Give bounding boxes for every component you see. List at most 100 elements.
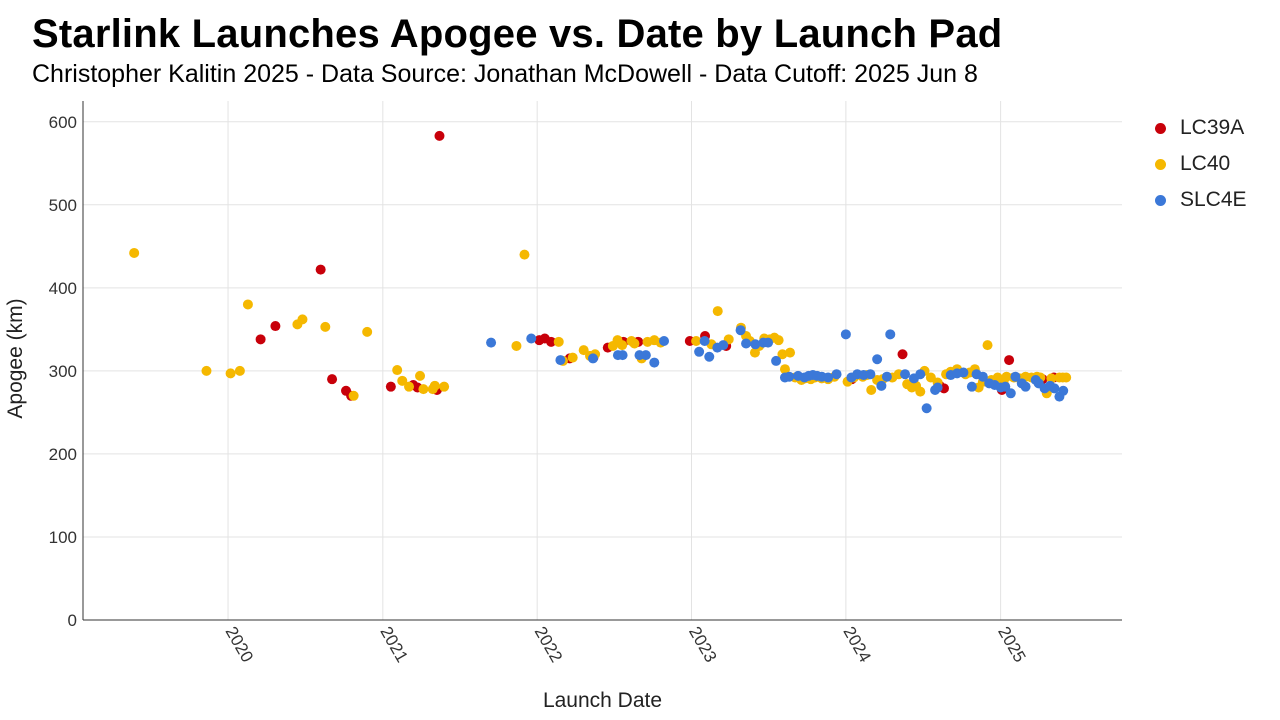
- x-tick-label: 2025: [994, 623, 1029, 665]
- data-point: [320, 321, 331, 332]
- data-point: [242, 299, 253, 310]
- data-point: [327, 374, 338, 385]
- data-point: [587, 353, 598, 364]
- data-point: [932, 382, 943, 393]
- data-point: [915, 386, 926, 397]
- y-tick-label: 400: [49, 279, 77, 298]
- data-point: [881, 371, 892, 382]
- data-point: [741, 338, 752, 349]
- chart-subtitle: Christopher Kalitin 2025 - Data Source: …: [32, 60, 978, 88]
- data-point: [977, 371, 988, 382]
- data-point: [718, 340, 729, 351]
- data-point: [872, 354, 883, 365]
- data-point: [129, 247, 140, 258]
- legend-item-lc40: LC40: [1155, 146, 1247, 182]
- legend-item-slc4e: SLC4E: [1155, 182, 1247, 218]
- x-tick-label: 2021: [376, 623, 411, 665]
- legend-marker: [1155, 122, 1166, 134]
- chart-title: Starlink Launches Apogee vs. Date by Lau…: [32, 12, 1003, 56]
- data-point: [694, 346, 705, 357]
- legend-label: SLC4E: [1180, 188, 1247, 211]
- data-point: [1020, 381, 1031, 392]
- y-tick-label: 500: [49, 196, 77, 215]
- data-point: [958, 367, 969, 378]
- data-point: [617, 350, 628, 361]
- series-slc4e: [486, 325, 1069, 414]
- data-point: [763, 337, 774, 348]
- data-point: [234, 365, 245, 376]
- data-point: [750, 339, 761, 350]
- data-point: [897, 349, 908, 360]
- y-tick-label: 200: [49, 445, 77, 464]
- series-lc40: [129, 247, 1072, 401]
- x-tick-label: 2020: [222, 623, 257, 665]
- data-point: [691, 335, 702, 346]
- data-point: [876, 380, 887, 391]
- data-point: [885, 329, 896, 340]
- data-point: [915, 369, 926, 380]
- x-tick-label: 2024: [839, 623, 874, 665]
- data-point: [921, 403, 932, 414]
- data-point: [773, 335, 784, 346]
- data-point: [225, 368, 236, 379]
- data-point: [415, 370, 426, 381]
- data-point: [434, 130, 445, 141]
- data-point: [404, 381, 415, 392]
- legend-label: LC40: [1180, 152, 1231, 175]
- data-point: [649, 357, 660, 368]
- data-point: [1058, 385, 1069, 396]
- data-point: [1046, 373, 1057, 384]
- data-point: [659, 335, 670, 346]
- y-tick-label: 0: [68, 611, 77, 630]
- data-point: [840, 329, 851, 340]
- data-point: [640, 350, 651, 361]
- legend-marker: [1155, 194, 1166, 206]
- data-point: [1004, 355, 1015, 366]
- data-point: [866, 384, 877, 395]
- data-point: [270, 321, 281, 332]
- data-point: [297, 314, 308, 325]
- data-point: [392, 365, 403, 376]
- y-tick-label: 300: [49, 362, 77, 381]
- data-point: [348, 390, 359, 401]
- data-point: [385, 381, 396, 392]
- x-tick-label: 2022: [531, 623, 566, 665]
- y-tick-label: 600: [49, 113, 77, 132]
- legend-label: LC39A: [1180, 116, 1245, 139]
- data-point: [779, 364, 790, 375]
- x-axis-label: Launch Date: [543, 689, 662, 712]
- data-point: [785, 347, 796, 358]
- data-point: [699, 335, 710, 346]
- legend-marker: [1155, 158, 1166, 170]
- data-point: [519, 249, 530, 260]
- data-point: [735, 325, 746, 336]
- data-point: [704, 351, 715, 362]
- data-point: [578, 345, 589, 356]
- data-point: [982, 340, 993, 351]
- data-point: [553, 336, 564, 347]
- legend-item-lc39a: LC39A: [1155, 110, 1247, 146]
- data-point: [439, 381, 450, 392]
- data-point: [1000, 381, 1011, 392]
- data-point: [362, 326, 373, 337]
- data-point: [966, 381, 977, 392]
- data-point: [201, 365, 212, 376]
- data-point: [777, 349, 788, 360]
- data-point: [567, 352, 578, 363]
- data-point: [546, 336, 557, 347]
- y-axis-label: Apogee (km): [4, 298, 27, 418]
- data-point: [823, 372, 834, 383]
- data-point: [865, 369, 876, 380]
- data-point: [526, 333, 537, 344]
- data-point: [1061, 372, 1072, 383]
- data-point: [771, 355, 782, 366]
- data-point: [1010, 371, 1021, 382]
- data-point: [397, 375, 408, 386]
- data-point: [511, 340, 522, 351]
- chart-legend: LC39A LC40 SLC4E: [1155, 110, 1247, 218]
- data-point: [712, 306, 723, 317]
- data-point: [784, 371, 795, 382]
- data-point: [255, 334, 266, 345]
- data-point: [900, 369, 911, 380]
